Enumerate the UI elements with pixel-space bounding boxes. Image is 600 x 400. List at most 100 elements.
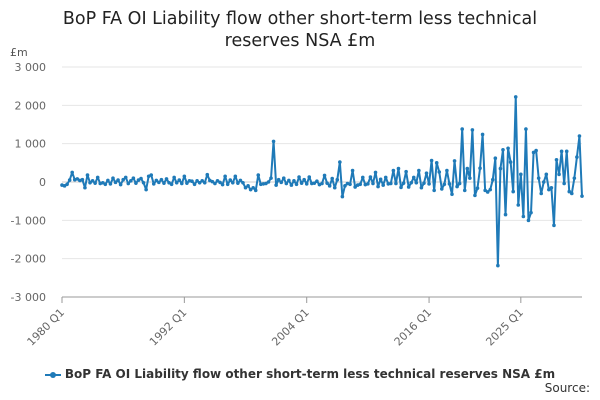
data-point: [113, 180, 118, 185]
data-point: [391, 168, 396, 173]
data-point: [103, 182, 108, 187]
data-point: [159, 177, 164, 182]
chart-title-line-1: BoP FA OI Liability flow other short-ter…: [62, 9, 538, 29]
data-point: [343, 184, 347, 188]
x-tick-label: 2004 Q1: [269, 306, 312, 349]
data-point: [417, 168, 421, 173]
data-point: [455, 184, 459, 189]
data-point: [233, 174, 238, 179]
data-point: [383, 175, 388, 180]
data-point: [157, 180, 161, 185]
data-point: [151, 182, 156, 186]
data-point: [368, 175, 373, 179]
data-point: [409, 180, 414, 185]
data-point: [526, 218, 531, 223]
data-point: [246, 184, 250, 188]
data-point: [320, 181, 324, 186]
data-point: [190, 179, 194, 184]
data-point: [419, 185, 424, 190]
data-point: [108, 182, 113, 186]
data-point: [338, 160, 342, 164]
data-point: [485, 190, 490, 194]
data-point: [266, 180, 271, 184]
data-point: [169, 182, 174, 187]
data-point: [381, 183, 385, 187]
data-point: [473, 193, 477, 198]
data-point: [496, 263, 500, 268]
data-point: [88, 180, 92, 185]
data-point: [480, 132, 485, 137]
data-point: [348, 182, 352, 187]
data-point: [281, 176, 286, 180]
data-point: [253, 188, 258, 193]
data-point: [427, 182, 431, 186]
data-point: [192, 182, 197, 187]
x-tick-label: 2025 Q1: [483, 306, 526, 349]
data-point: [429, 158, 434, 163]
data-point: [95, 175, 100, 180]
data-point: [307, 175, 312, 179]
data-point: [519, 172, 523, 177]
data-point: [570, 191, 574, 196]
legend[interactable]: BoP FA OI Liability flow other short-ter…: [0, 367, 600, 381]
data-point: [547, 187, 551, 192]
data-point: [529, 210, 533, 215]
data-point: [164, 177, 169, 181]
data-point: [501, 148, 505, 152]
data-point: [389, 181, 393, 186]
data-point: [131, 176, 136, 180]
data-point: [238, 178, 243, 183]
data-point: [335, 177, 340, 182]
data-point: [162, 181, 166, 185]
data-point: [70, 170, 74, 175]
y-tick-label: 3 000: [15, 61, 47, 74]
data-point: [83, 185, 87, 190]
y-tick-label: -3 000: [11, 291, 46, 304]
data-point: [358, 182, 363, 187]
data-point: [434, 161, 439, 165]
data-point: [139, 176, 143, 181]
data-point: [513, 95, 518, 99]
data-point: [116, 178, 120, 182]
data-point: [121, 177, 125, 182]
data-point: [521, 214, 526, 219]
data-point: [404, 169, 408, 174]
data-point: [123, 175, 128, 180]
data-point: [269, 176, 273, 180]
data-point: [210, 179, 215, 184]
data-point: [506, 146, 510, 151]
data-point: [182, 174, 187, 179]
data-point: [462, 188, 467, 193]
data-point: [414, 180, 419, 185]
data-point: [284, 181, 289, 186]
data-point: [223, 174, 227, 179]
data-point: [399, 185, 403, 190]
data-point: [325, 181, 329, 185]
data-point: [376, 184, 380, 189]
data-point: [322, 173, 327, 178]
series-line: [61, 95, 583, 267]
data-point: [493, 156, 498, 161]
data-point: [450, 192, 454, 197]
data-point: [315, 179, 319, 184]
data-point: [180, 181, 184, 186]
data-point: [396, 166, 401, 171]
data-point: [575, 155, 579, 159]
x-tick-label: 2016 Q1: [392, 306, 435, 349]
data-point: [534, 148, 538, 153]
data-point: [248, 187, 253, 192]
data-point: [304, 182, 309, 186]
data-point: [177, 178, 182, 182]
data-point: [411, 175, 416, 180]
data-point: [332, 185, 337, 190]
data-point: [490, 177, 495, 182]
data-point: [154, 178, 159, 183]
data-point: [524, 127, 528, 131]
data-point: [557, 172, 561, 177]
data-point: [340, 194, 345, 199]
data-point: [468, 176, 472, 180]
data-point: [447, 182, 452, 186]
data-point: [274, 183, 278, 187]
data-point: [554, 157, 559, 162]
